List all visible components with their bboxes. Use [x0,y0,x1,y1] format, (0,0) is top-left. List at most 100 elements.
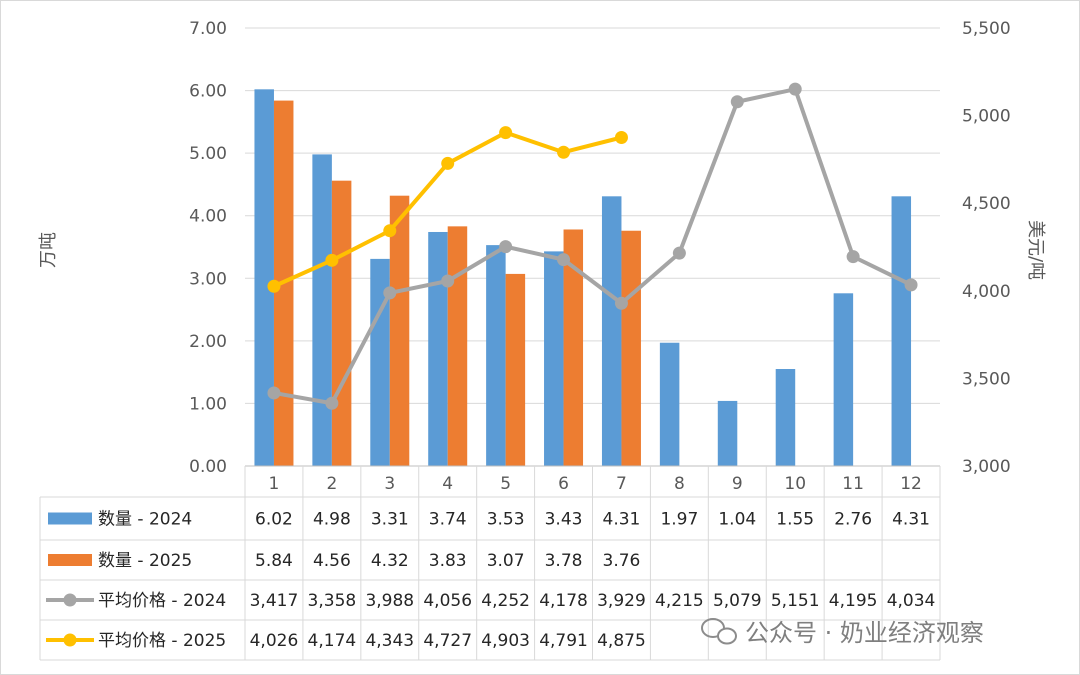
data-label: 4.98 [313,510,351,530]
table-row: 数量 - 2025 5.84 4.56 4.32 3.83 3.07 3.78 3.76 [48,551,640,571]
data-label: 5,079 [713,591,762,611]
point-平均价格 - 2025-7 [614,131,628,144]
data-label: 3,417 [250,591,299,611]
bar-2024-7 [601,196,622,466]
data-label: 4.56 [313,551,351,571]
bar-2024-1 [254,89,274,466]
data-label: 4.31 [892,510,930,530]
x-tick-label: 7 [616,474,627,494]
y-right-tick-label: 3,000 [962,457,1011,477]
point-平均价格 - 2024-10 [788,82,802,96]
point-平均价格 - 2025-6 [557,145,571,159]
line-平均价格 - 2024 [273,87,912,406]
point-平均价格 - 2024-3 [383,286,397,300]
data-label: 4.32 [371,551,409,571]
bar-2025-6 [563,229,584,466]
data-label: 4,056 [423,591,472,611]
table-row: 平均价格 - 2025 4,026 4,174 4,343 4,727 4,903 4,79… [46,631,646,651]
point-平均价格 - 2025-1 [267,279,281,293]
data-label: 4,034 [887,591,936,611]
data-label: 2.76 [834,510,872,530]
data-label: 3.31 [371,510,409,530]
bar-2024-11 [833,293,854,466]
data-label: 4,195 [829,591,878,611]
point-平均价格 - 2024-12 [904,278,918,292]
data-label: 4,343 [365,631,414,651]
y-left-tick-label: 5.00 [189,144,227,164]
x-tick-label: 9 [732,474,743,494]
bar-2025-2 [331,180,352,466]
point-平均价格 - 2024-7 [614,296,628,310]
y-left-tick-label: 1.00 [189,394,227,414]
legend-marker [63,633,77,647]
data-label: 4,178 [539,591,588,611]
y-left-tick-label: 6.00 [189,82,227,102]
point-平均价格 - 2025-5 [499,126,513,140]
legend-swatch [48,554,92,566]
data-label: 3.76 [603,551,641,571]
point-平均价格 - 2024-11 [846,250,860,264]
point-平均价格 - 2024-5 [499,240,513,254]
bar-2025-5 [505,273,526,466]
y-right-tick-label: 5,500 [962,19,1011,39]
y-left-tick-label: 3.00 [189,269,227,289]
x-tick-label: 8 [674,474,685,494]
legend-swatch [48,512,92,525]
y-left-tick-label: 0.00 [189,457,227,477]
y-left-tick-label: 7.00 [189,19,227,39]
legend-label: 平均价格 - 2024 [98,591,226,611]
point-平均价格 - 2024-6 [557,253,571,267]
data-label: 1.97 [660,510,698,530]
table-row: 平均价格 - 2024 3,417 3,358 3,988 4,056 4,252 4,17… [46,591,935,611]
y-left-tick-label: 4.00 [189,207,227,227]
point-平均价格 - 2025-4 [441,156,455,170]
data-label: 4,903 [481,631,530,651]
x-tick-label: 11 [842,474,864,494]
y-right-tick-label: 4,000 [962,282,1011,302]
x-tick-label: 5 [500,474,511,494]
data-label: 3,988 [365,591,414,611]
point-平均价格 - 2024-4 [441,274,455,288]
legend-label: 数量 - 2024 [98,510,192,530]
x-tick-label: 2 [326,474,337,494]
legend-label: 数量 - 2025 [98,551,192,571]
x-tick-label: 6 [558,474,569,494]
point-平均价格 - 2024-9 [730,95,744,109]
point-平均价格 - 2024-2 [325,396,339,410]
data-label: 5.84 [255,551,293,571]
bar-2024-2 [312,154,332,466]
data-label: 4,791 [539,631,588,651]
data-label: 3,929 [597,591,646,611]
bar-2025-7 [621,230,641,466]
data-label: 4.31 [603,510,641,530]
legend-label: 平均价格 - 2025 [98,631,226,651]
y-right-tick-label: 4,500 [962,194,1011,214]
point-平均价格 - 2024-8 [672,246,686,260]
point-平均价格 - 2025-2 [325,253,339,267]
point-平均价格 - 2024-1 [267,386,281,400]
y-right-tick-label: 5,000 [962,107,1011,127]
x-tick-label: 4 [442,474,453,494]
y-right-axis-title: 美元/吨 [1025,220,1046,280]
data-label: 5,151 [771,591,820,611]
data-label: 3.78 [545,551,583,571]
y-right-tick-label: 3,500 [962,369,1011,389]
data-label: 3.53 [487,510,525,530]
data-label: 4,174 [308,631,357,651]
data-label: 4,252 [481,591,530,611]
bar-2025-4 [447,226,468,466]
data-label: 4,727 [423,631,472,651]
legend-marker [63,593,77,607]
y-left-tick-label: 2.00 [189,332,227,352]
bar-2024-3 [370,258,390,466]
wechat-icon [701,618,737,645]
bar-2024-9 [717,400,738,466]
point-平均价格 - 2025-3 [383,224,397,238]
data-label: 1.04 [718,510,756,530]
x-tick-label: 3 [384,474,395,494]
bar-2024-4 [428,231,448,466]
bar-2024-12 [891,196,912,466]
data-label: 3,358 [308,591,357,611]
